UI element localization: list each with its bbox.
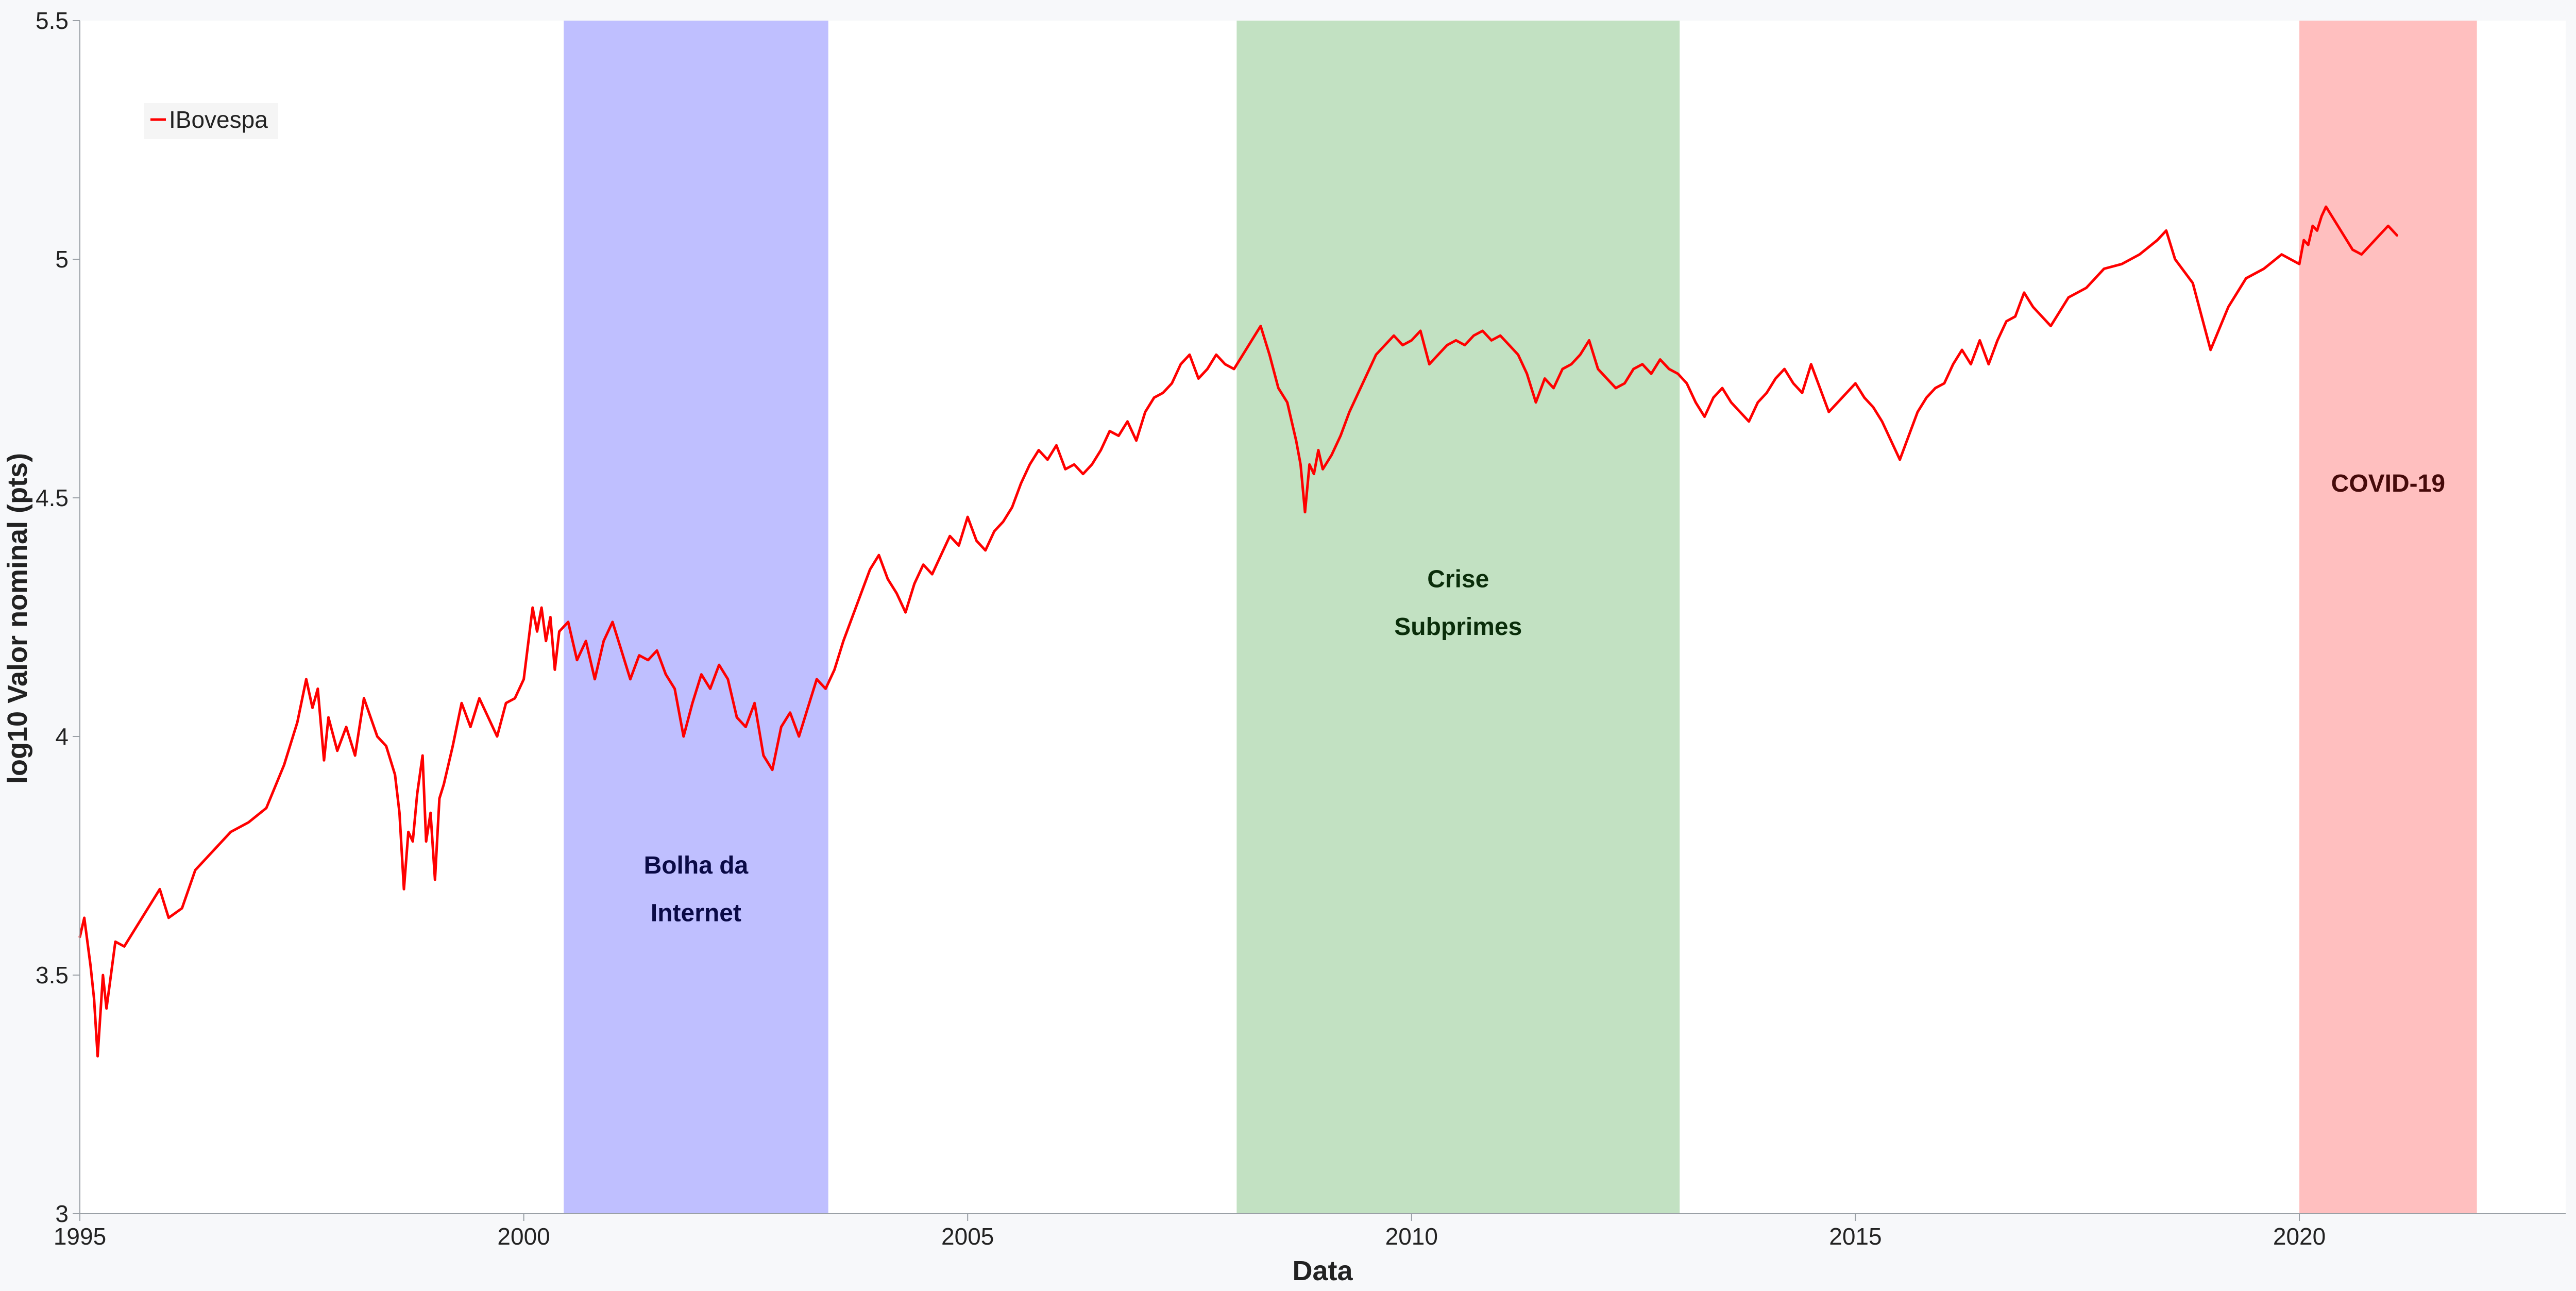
y-ticks: 3 3.5 4 4.5 5 5.5 <box>36 7 80 1227</box>
x-tick-label: 2015 <box>1829 1223 1882 1250</box>
y-tick-label: 5 <box>55 246 69 273</box>
series-line-ibovespa <box>78 205 2399 1058</box>
shaded-region-0 <box>564 21 828 1214</box>
x-ticks: 1995 2000 2005 2010 2015 2020 <box>54 1214 2326 1250</box>
legend: IBovespa <box>144 103 278 139</box>
axes <box>79 21 2566 1214</box>
y-tick-label: 4.5 <box>36 484 69 511</box>
legend-entry: IBovespa <box>169 106 268 133</box>
region-label-2-0: COVID-19 <box>2331 470 2445 497</box>
x-tick-label: 2020 <box>2273 1223 2326 1250</box>
x-tick-label: 2005 <box>941 1223 994 1250</box>
legend-box <box>144 103 278 139</box>
region-labels: Bolha da Internet Crise Subprimes COVID-19 <box>644 470 2445 927</box>
plot-area <box>80 21 2566 1214</box>
x-tick-label: 1995 <box>54 1223 106 1250</box>
y-tick-label: 5.5 <box>36 7 69 34</box>
region-label-1-1: Subprimes <box>1394 613 1522 641</box>
region-label-0-1: Internet <box>651 900 741 927</box>
x-tick-label: 2010 <box>1385 1223 1438 1250</box>
shaded-regions <box>564 21 2477 1214</box>
shaded-region-1 <box>1236 21 1680 1214</box>
y-tick-label: 3 <box>55 1200 69 1227</box>
x-tick-label: 2000 <box>497 1223 550 1250</box>
y-axis-title: log10 Valor nominal (pts) <box>2 453 33 784</box>
shaded-region-2 <box>2299 21 2477 1214</box>
y-tick-label: 4 <box>55 723 69 750</box>
y-tick-label: 3.5 <box>36 962 69 988</box>
series-layer <box>78 205 2399 1058</box>
region-label-0-0: Bolha da <box>644 852 749 879</box>
region-label-1-0: Crise <box>1427 565 1489 593</box>
x-axis-title: Data <box>1292 1255 1353 1286</box>
